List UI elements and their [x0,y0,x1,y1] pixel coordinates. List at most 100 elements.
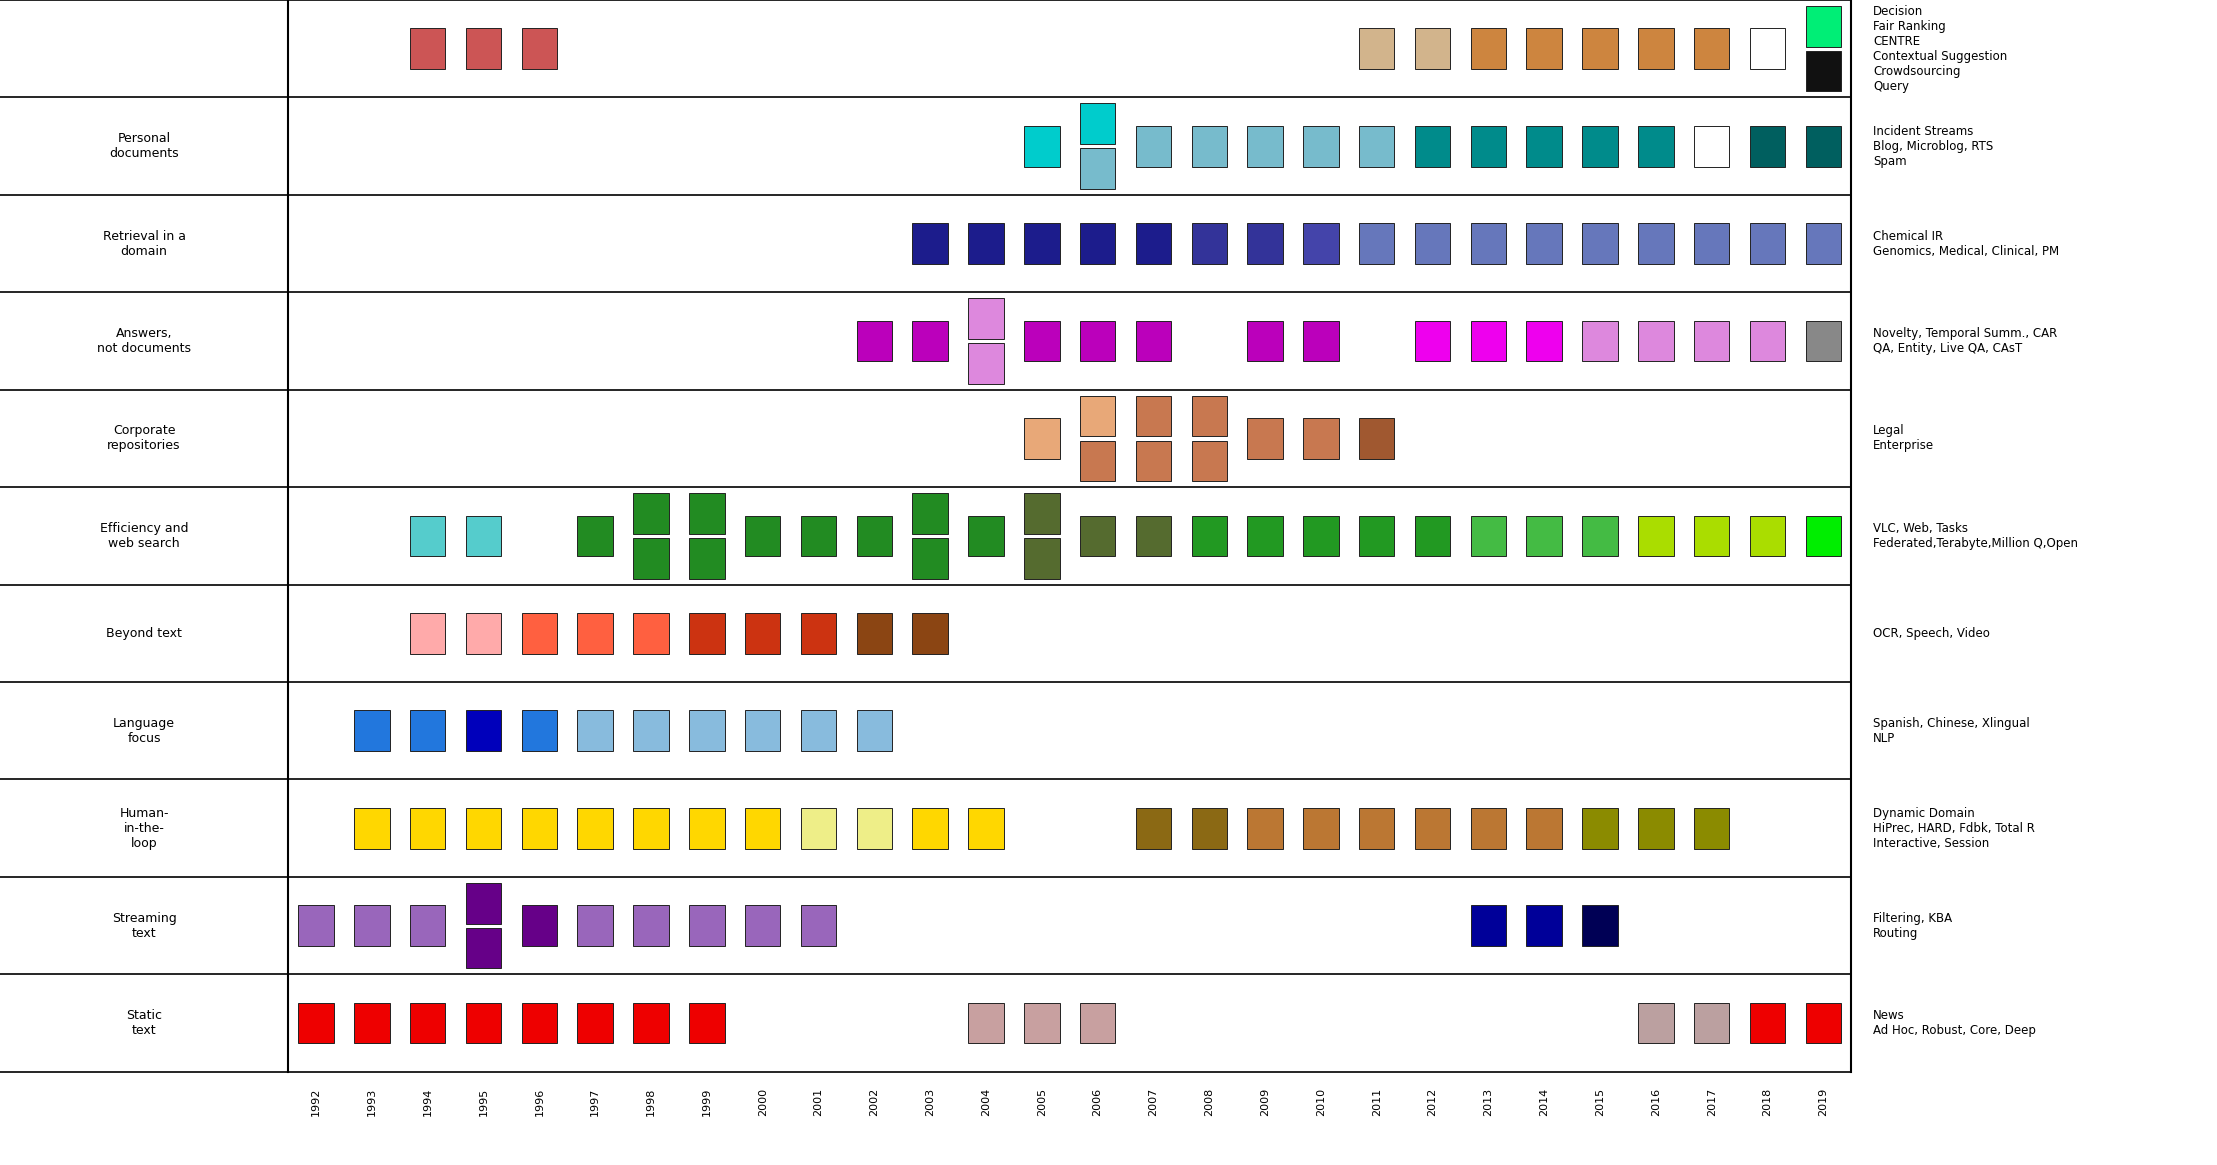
Bar [1694,516,1729,556]
Bar [800,711,836,751]
Bar [634,613,670,654]
Bar [466,927,501,968]
Bar [634,711,670,751]
Bar [1304,126,1339,167]
Text: Static
text: Static text [126,1009,162,1037]
Bar [634,905,670,946]
Bar [1359,516,1394,556]
Text: Incident Streams
Blog, Microblog, RTS
Spam: Incident Streams Blog, Microblog, RTS Sp… [1873,125,1993,168]
Bar [856,807,891,848]
Bar [1248,320,1284,361]
Bar [1470,126,1505,167]
Text: 2012: 2012 [1428,1088,1437,1116]
Bar [1805,51,1840,92]
Bar [1191,440,1226,481]
Bar [410,613,446,654]
Bar [969,516,1004,556]
Bar [913,538,949,579]
Bar [1248,807,1284,848]
Bar [1248,126,1284,167]
Bar [466,613,501,654]
Bar [1583,28,1618,69]
Bar [634,807,670,848]
Bar [1080,224,1115,264]
Text: 2013: 2013 [1483,1088,1494,1116]
Bar [1191,396,1226,437]
Bar [410,711,446,751]
Bar [634,1003,670,1044]
Bar [913,320,949,361]
Bar [521,613,556,654]
Bar [689,538,725,579]
Bar [1470,516,1505,556]
Bar [1024,320,1060,361]
Bar [1470,320,1505,361]
Text: 1997: 1997 [590,1088,601,1116]
Bar [1359,224,1394,264]
Bar [856,320,891,361]
Bar [1414,516,1450,556]
Text: 2009: 2009 [1259,1088,1270,1116]
Bar [745,516,780,556]
Text: 1999: 1999 [703,1088,712,1116]
Bar [1024,493,1060,534]
Text: 2010: 2010 [1317,1088,1326,1116]
Text: Novelty, Temporal Summ., CAR
QA, Entity, Live QA, CAsT: Novelty, Temporal Summ., CAR QA, Entity,… [1873,327,2057,355]
Bar [1414,320,1450,361]
Text: 2003: 2003 [924,1088,936,1116]
Bar [1470,807,1505,848]
Bar [1304,418,1339,459]
Bar [1359,418,1394,459]
Bar [1135,224,1171,264]
Text: Dynamic Domain
HiPrec, HARD, Fdbk, Total R
Interactive, Session: Dynamic Domain HiPrec, HARD, Fdbk, Total… [1873,806,2035,849]
Bar [1528,126,1563,167]
Bar [1749,1003,1785,1044]
Bar [689,711,725,751]
Bar [1583,807,1618,848]
Bar [521,1003,556,1044]
Bar [800,905,836,946]
Bar [913,224,949,264]
Bar [1191,807,1226,848]
Bar [410,807,446,848]
Text: Corporate
repositories: Corporate repositories [106,424,182,452]
Bar [1080,516,1115,556]
Bar [1749,126,1785,167]
Text: 2019: 2019 [1818,1088,1829,1116]
Text: 2017: 2017 [1707,1088,1716,1116]
Bar [1528,28,1563,69]
Bar [1749,320,1785,361]
Bar [1470,28,1505,69]
Bar [1638,126,1674,167]
Bar [521,711,556,751]
Bar [1694,224,1729,264]
Bar [1583,905,1618,946]
Bar [410,905,446,946]
Bar [466,807,501,848]
Bar [1638,807,1674,848]
Bar [1749,516,1785,556]
Bar [745,807,780,848]
Text: 2018: 2018 [1763,1088,1771,1116]
Bar [576,711,612,751]
Text: 2001: 2001 [814,1088,823,1116]
Text: Decision
Fair Ranking
CENTRE
Contextual Suggestion
Crowdsourcing
Query: Decision Fair Ranking CENTRE Contextual … [1873,5,2009,93]
Text: Efficiency and
web search: Efficiency and web search [100,522,188,550]
Bar [1191,224,1226,264]
Text: News
Ad Hoc, Robust, Core, Deep: News Ad Hoc, Robust, Core, Deep [1873,1009,2035,1037]
Text: 2000: 2000 [758,1088,767,1116]
Bar [969,343,1004,383]
Bar [1805,224,1840,264]
Text: VLC, Web, Tasks
Federated,Terabyte,Million Q,Open: VLC, Web, Tasks Federated,Terabyte,Milli… [1873,522,2077,550]
Text: Language
focus: Language focus [113,716,175,744]
Text: Chemical IR
Genomics, Medical, Clinical, PM: Chemical IR Genomics, Medical, Clinical,… [1873,230,2060,257]
Text: 2006: 2006 [1093,1088,1102,1116]
Bar [689,1003,725,1044]
Bar [1359,126,1394,167]
Bar [1414,126,1450,167]
Bar [1749,28,1785,69]
Bar [1135,516,1171,556]
Bar [1304,224,1339,264]
Bar [913,613,949,654]
Bar [1304,320,1339,361]
